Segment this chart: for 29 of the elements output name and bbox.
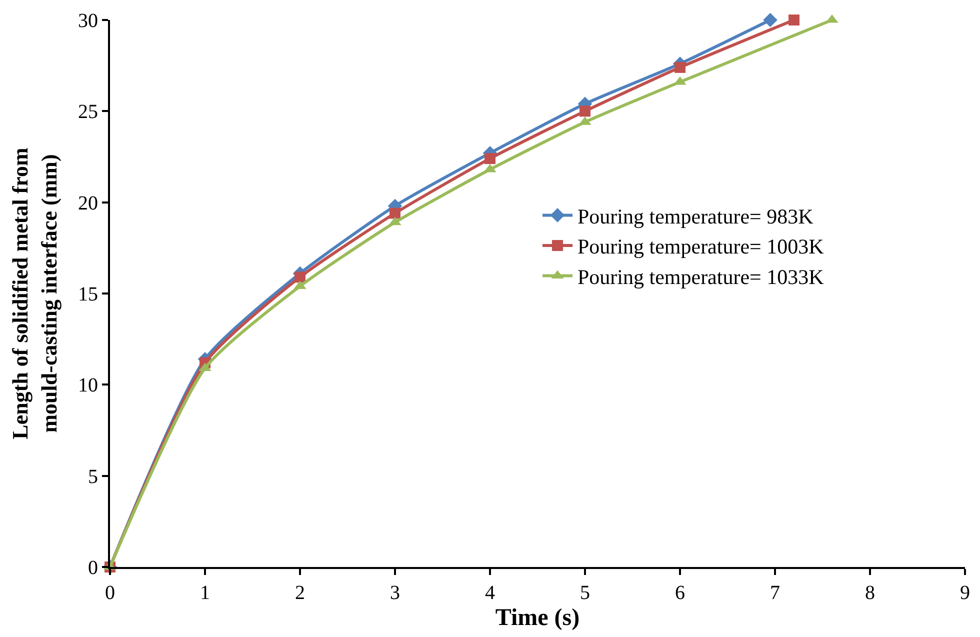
x-tick-label: 0 — [105, 582, 115, 604]
y-tick-label: 5 — [88, 466, 98, 488]
legend-label: Pouring temperature= 983K — [578, 204, 814, 228]
point — [484, 153, 496, 164]
y-tick-label: 25 — [78, 101, 98, 124]
x-tick-label: 4 — [485, 582, 495, 604]
y-tick-label: 0 — [88, 557, 98, 579]
x-tick-label: 2 — [295, 582, 305, 604]
x-tick-label: 5 — [580, 582, 590, 604]
y-tick-label: 10 — [78, 374, 98, 397]
x-tick-label: 6 — [675, 582, 685, 604]
y-tick-label: 20 — [78, 192, 98, 214]
y-tick-label: 30 — [78, 10, 98, 32]
point — [763, 12, 778, 28]
point — [294, 272, 306, 283]
legend-label: Pouring temperature= 1003K — [578, 234, 824, 259]
x-tick-label: 3 — [390, 582, 400, 604]
y-tick-label: 15 — [78, 284, 98, 306]
legend-label: Pouring temperature= 1033K — [578, 264, 824, 289]
point — [580, 106, 590, 117]
point — [788, 14, 800, 26]
x-tick-label: 7 — [770, 582, 780, 604]
x-tick-label: 9 — [960, 582, 970, 604]
x-tick-label: 1 — [200, 582, 210, 604]
x-axis-title: Time (s) — [495, 604, 580, 631]
point — [674, 62, 686, 73]
point — [390, 208, 400, 219]
y-axis-title: Length of solidified metal from mould-casting interface (mm) — [8, 148, 62, 440]
x-tick-label: 8 — [865, 582, 875, 604]
